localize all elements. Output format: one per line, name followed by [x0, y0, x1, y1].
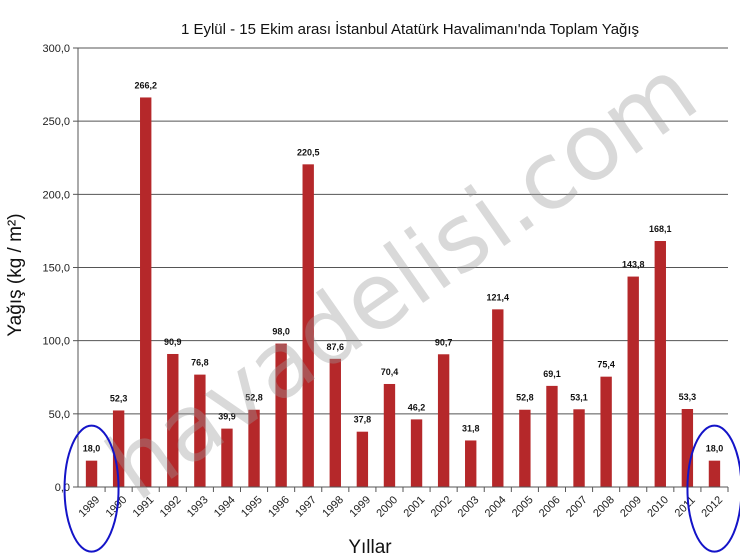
bar-1989 — [85, 460, 98, 487]
highlight-circle-1989 — [63, 424, 120, 553]
x-tick-label-1994: 1994 — [212, 494, 238, 520]
x-tick-label-2004: 2004 — [483, 494, 509, 520]
data-label-2008: 75,4 — [597, 360, 615, 370]
y-tick-label: 250,0 — [42, 116, 70, 128]
bar-1998 — [329, 358, 341, 487]
bar-2000 — [383, 383, 396, 487]
data-labels: 18,0 52,3 266,2 90,9 76,8 39,9 52,8 98,0 220,5 87… — [83, 80, 723, 453]
bar-2006 — [546, 385, 558, 487]
data-label-1997: 220,5 — [297, 147, 320, 157]
x-tick-label-2002: 2002 — [429, 494, 455, 520]
bar-1996 — [275, 343, 287, 487]
x-tick-label-2006: 2006 — [537, 494, 563, 520]
y-tick-label: 300,0 — [42, 43, 70, 55]
x-tick-label-1999: 1999 — [347, 494, 373, 520]
bar-1994 — [221, 428, 233, 487]
data-label-1999: 37,8 — [354, 415, 372, 425]
bar-2003 — [465, 440, 477, 487]
x-tick-label-2011: 2011 — [673, 494, 698, 519]
bar-2011 — [681, 409, 694, 487]
x-tick-label-1996: 1996 — [266, 494, 292, 520]
x-tick-label-2003: 2003 — [456, 494, 482, 520]
data-label-1993: 76,8 — [191, 358, 209, 368]
x-tick-label-2000: 2000 — [374, 494, 400, 520]
x-tick-label-2007: 2007 — [564, 494, 590, 520]
data-label-2005: 52,8 — [516, 393, 534, 403]
y-tick-label: 50,0 — [49, 409, 70, 421]
x-tick-label-2010: 2010 — [645, 494, 671, 520]
bar-2007 — [573, 409, 585, 487]
data-label-2004: 121,4 — [487, 292, 510, 302]
bar-1992 — [167, 353, 179, 487]
x-axis-title: Yıllar — [348, 537, 392, 556]
bar-2012 — [708, 460, 721, 487]
bar-2008 — [600, 376, 612, 487]
bar-1997 — [302, 164, 314, 487]
data-label-2002: 90,7 — [435, 337, 453, 347]
bar-1993 — [194, 374, 206, 487]
data-label-2010: 168,1 — [649, 224, 672, 234]
bar-2002 — [437, 354, 450, 487]
data-label-2007: 53,1 — [570, 392, 588, 402]
bar-1999 — [356, 431, 369, 487]
bar-1990 — [112, 410, 125, 487]
y-tick-label: 200,0 — [42, 189, 70, 201]
x-tick-label-2012: 2012 — [699, 494, 725, 520]
bar-2004 — [492, 309, 504, 487]
data-label-1996: 98,0 — [272, 327, 290, 337]
x-tick-label-1997: 1997 — [293, 494, 319, 520]
data-label-1990: 52,3 — [110, 393, 128, 403]
gridlines — [78, 47, 728, 415]
bar-1995 — [248, 409, 260, 487]
data-label-1991: 266,2 — [134, 80, 157, 90]
chart-title: 1 Eylül - 15 Ekim arası İstanbul Atatürk… — [181, 20, 639, 38]
x-tick-label-2001: 2001 — [402, 494, 428, 520]
data-label-1995: 52,8 — [245, 393, 263, 403]
bar-1991 — [140, 97, 152, 487]
data-label-2011: 53,3 — [679, 392, 697, 402]
bar-2005 — [519, 409, 531, 487]
highlight-circle-2012 — [686, 424, 740, 553]
x-tick-label-2009: 2009 — [618, 494, 644, 520]
x-tick-label-1998: 1998 — [320, 494, 346, 520]
data-label-1994: 39,9 — [218, 412, 236, 422]
data-label-1992: 90,9 — [164, 337, 182, 347]
data-label-1989: 18,0 — [83, 444, 101, 454]
data-label-2009: 143,8 — [622, 260, 645, 270]
bar-2010 — [654, 241, 666, 487]
y-tick-label: 100,0 — [42, 336, 70, 348]
bar-2001 — [410, 419, 423, 487]
data-label-2006: 69,1 — [543, 369, 561, 379]
data-label-2012: 18,0 — [706, 444, 724, 454]
y-tick-label: 150,0 — [42, 263, 70, 275]
x-tick-label-2008: 2008 — [591, 494, 617, 520]
x-tick-label-1989: 1989 — [77, 494, 103, 520]
data-label-2000: 70,4 — [381, 367, 399, 377]
watermark-text: havadelisi.com — [88, 37, 715, 521]
data-label-1998: 87,6 — [327, 342, 345, 352]
bars — [85, 97, 721, 487]
x-tick-label-1995: 1995 — [239, 494, 265, 520]
highlight-circles — [63, 424, 740, 553]
data-label-2001: 46,2 — [408, 402, 426, 412]
x-tick-label-2005: 2005 — [510, 494, 536, 520]
y-axis-title: Yağış (kg / m²) — [5, 213, 26, 336]
x-tick-label-1993: 1993 — [185, 494, 211, 520]
data-label-2003: 31,8 — [462, 423, 480, 433]
bar-2009 — [627, 276, 639, 487]
y-tick-label: 0,0 — [55, 482, 70, 494]
